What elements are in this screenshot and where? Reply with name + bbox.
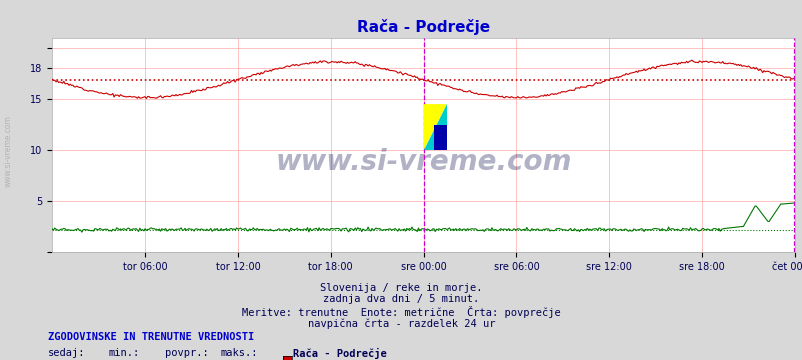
Polygon shape [423, 104, 446, 150]
Text: Slovenija / reke in morje.: Slovenija / reke in morje. [320, 283, 482, 293]
Text: www.si-vreme.com: www.si-vreme.com [3, 115, 13, 187]
Bar [434, 125, 446, 150]
Text: www.si-vreme.com: www.si-vreme.com [275, 148, 571, 176]
Text: ZGODOVINSKE IN TRENUTNE VREDNOSTI: ZGODOVINSKE IN TRENUTNE VREDNOSTI [48, 332, 254, 342]
Text: sedaj:: sedaj: [48, 348, 86, 358]
Text: Meritve: trenutne  Enote: metrične  Črta: povprečje: Meritve: trenutne Enote: metrične Črta: … [242, 306, 560, 318]
Polygon shape [423, 104, 446, 150]
Text: maks.:: maks.: [221, 348, 258, 358]
Title: Rača - Podrečje: Rača - Podrečje [357, 19, 489, 35]
Text: Rača - Podrečje: Rača - Podrečje [293, 348, 387, 359]
Text: min.:: min.: [108, 348, 140, 358]
Text: povpr.:: povpr.: [164, 348, 208, 358]
Text: zadnja dva dni / 5 minut.: zadnja dva dni / 5 minut. [323, 294, 479, 305]
Text: navpična črta - razdelek 24 ur: navpična črta - razdelek 24 ur [307, 318, 495, 329]
